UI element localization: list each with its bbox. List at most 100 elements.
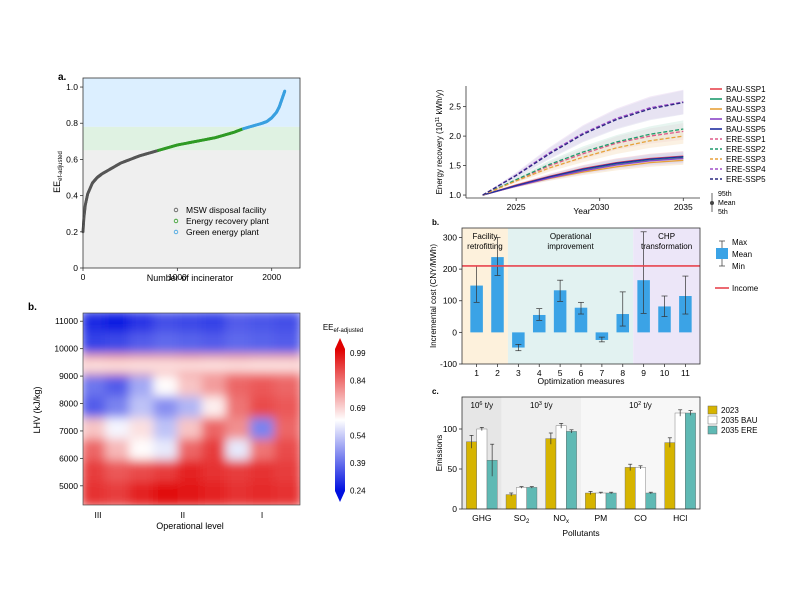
unit-label: 103 t/y bbox=[530, 401, 553, 410]
heatmap-cell bbox=[129, 375, 158, 401]
y-tick-label: 0.8 bbox=[66, 118, 78, 128]
uncertainty-band bbox=[482, 90, 684, 196]
panel-c-emissions: c. 106 t/y 103 t/y 102 t/y 0 50 100 GHG SO2 NOx… bbox=[432, 387, 758, 538]
uncertainty-band bbox=[482, 128, 684, 196]
series-line bbox=[482, 156, 684, 196]
heatmap-cell bbox=[153, 396, 182, 422]
y-tick-label: 50 bbox=[448, 464, 458, 474]
heatmap-cell bbox=[225, 332, 254, 358]
heatmap-x-label: Operational level bbox=[156, 521, 224, 531]
heatmap-cell bbox=[153, 439, 182, 465]
heatmap-frame bbox=[82, 312, 301, 506]
y-tick-label: 6000 bbox=[59, 453, 78, 463]
panel-label-c: c. bbox=[432, 387, 439, 396]
scatter-frame bbox=[82, 77, 301, 269]
y-tick-label: 200 bbox=[443, 264, 457, 274]
legend-swatch bbox=[707, 405, 718, 415]
emission-bar bbox=[555, 425, 567, 510]
legend-label: BAU-SSP5 bbox=[726, 125, 766, 134]
heatmap-cell bbox=[201, 375, 230, 401]
line-y-label: Energy recovery (1011 kWh/y) bbox=[435, 89, 444, 194]
colorbar-tick-label: 0.24 bbox=[350, 487, 366, 496]
x-tick-label: III bbox=[94, 510, 101, 520]
heatmap-cell bbox=[105, 313, 134, 337]
legend-label: 2035 BAU bbox=[721, 416, 758, 425]
legend-label: MSW disposal facility bbox=[186, 205, 267, 215]
legend-label: Energy recovery plant bbox=[186, 216, 269, 226]
legend-label: BAU-SSP3 bbox=[726, 105, 766, 114]
heatmap-y-label: LHV (kJ/kg) bbox=[32, 386, 42, 433]
unit-label: 106 t/y bbox=[471, 401, 494, 410]
emissions-x-label: Pollutants bbox=[562, 528, 599, 538]
emission-bar bbox=[466, 441, 477, 510]
heatmap-cell bbox=[83, 396, 110, 422]
region-label: Operational bbox=[550, 232, 592, 241]
cost-bar bbox=[470, 285, 483, 333]
percentile-legend: 95th Mean 5th bbox=[710, 191, 736, 216]
y-tick-label: 10000 bbox=[54, 344, 78, 354]
heatmap-cell bbox=[129, 417, 158, 443]
heatmap-cell bbox=[83, 332, 110, 358]
cost-x-label: Optimization measures bbox=[538, 376, 625, 386]
legend-label: ERE-SSP5 bbox=[726, 175, 766, 184]
heatmap-cell bbox=[129, 439, 158, 465]
cost-bar bbox=[595, 332, 609, 340]
heatmap-cell bbox=[105, 332, 134, 358]
emission-bar bbox=[545, 438, 557, 510]
legend-label: BAU-SSP1 bbox=[726, 85, 766, 94]
x-tick-label: GHG bbox=[472, 513, 491, 523]
heatmap-cell bbox=[177, 460, 206, 486]
emissions-y-label: Emissions bbox=[435, 435, 444, 471]
x-tick-label: 4 bbox=[537, 368, 542, 378]
y-tick-label: 0 bbox=[73, 263, 78, 273]
y-tick-label: 2.0 bbox=[449, 131, 461, 141]
heatmap-cell bbox=[225, 460, 254, 486]
heatmap-cell bbox=[153, 481, 182, 505]
emission-bar bbox=[526, 487, 538, 510]
heatmap-cell bbox=[129, 396, 158, 422]
heatmap-cell bbox=[273, 375, 300, 401]
heatmap-cell bbox=[249, 460, 278, 486]
emission-bar bbox=[595, 492, 607, 510]
heatmap-cell bbox=[153, 332, 182, 358]
heatmap-cell bbox=[201, 481, 230, 505]
percentile-label: 5th bbox=[718, 209, 728, 216]
y-tick-label: -100 bbox=[440, 359, 457, 369]
x-tick-label: 1000 bbox=[168, 272, 187, 282]
heatmap-cell bbox=[249, 375, 278, 401]
legend-swatch bbox=[707, 425, 718, 435]
region-label: retrofitting bbox=[467, 242, 503, 251]
colorbar-tick-label: 0.84 bbox=[350, 377, 366, 386]
heatmap-cell bbox=[273, 460, 300, 486]
heatmap-cell bbox=[105, 396, 134, 422]
panel-label-b-cost: b. bbox=[432, 218, 439, 227]
emission-bar bbox=[585, 492, 596, 510]
legend-label: ERE-SSP4 bbox=[726, 165, 766, 174]
region-label: CHP bbox=[658, 232, 675, 241]
heatmap-cell bbox=[83, 439, 110, 465]
x-tick-label: NOx bbox=[553, 513, 569, 525]
legend-swatch bbox=[707, 415, 718, 425]
y-tick-label: 1.0 bbox=[449, 190, 461, 200]
x-tick-label: 2025 bbox=[507, 202, 526, 212]
x-tick-label: SO2 bbox=[514, 513, 530, 525]
scatter-y-label: EEef-adjusted bbox=[52, 151, 64, 193]
heatmap-cell bbox=[153, 460, 182, 486]
x-tick-label: PM bbox=[594, 513, 607, 523]
emission-bar bbox=[674, 412, 686, 510]
emission-bar bbox=[645, 492, 657, 510]
heatmap-cell bbox=[129, 332, 158, 358]
cost-bar bbox=[574, 307, 588, 333]
region-label: Facility bbox=[473, 232, 498, 241]
legend-marker bbox=[173, 207, 179, 213]
colorbar-tick-label: 0.54 bbox=[350, 432, 366, 441]
heatmap-cell bbox=[273, 332, 300, 358]
legend-label: ERE-SSP1 bbox=[726, 135, 766, 144]
heatmap-cell bbox=[129, 313, 158, 337]
legend-label: Mean bbox=[732, 250, 752, 259]
emissions-frame bbox=[461, 396, 701, 510]
heatmap-cell bbox=[201, 460, 230, 486]
heatmap-cell bbox=[83, 481, 110, 505]
